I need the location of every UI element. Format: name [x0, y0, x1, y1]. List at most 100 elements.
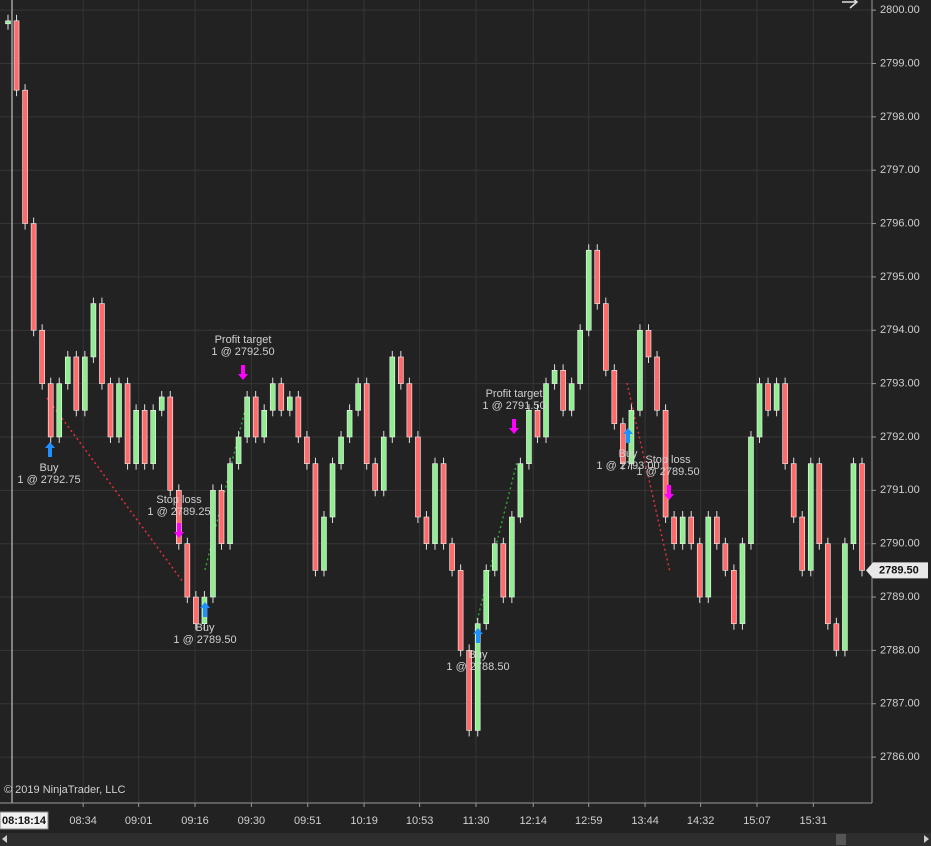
trade-line	[475, 461, 518, 626]
price-bar	[278, 383, 285, 411]
y-tick-label: 2799.00	[880, 57, 920, 69]
price-tag-label: 2789.50	[879, 564, 919, 576]
price-bar	[90, 303, 97, 358]
scroll-right[interactable]	[924, 835, 929, 843]
time-box	[0, 811, 49, 830]
price-bar	[176, 490, 182, 544]
price-bar	[449, 543, 455, 571]
price-bar	[304, 436, 310, 464]
y-tick-label: 2794.00	[880, 324, 920, 336]
price-bar	[116, 383, 122, 438]
time-box-text: 08:18:14	[2, 815, 47, 827]
annotation-detail: 1 @ 2789.50	[636, 466, 699, 478]
price-bar	[150, 410, 156, 464]
price-bar	[363, 383, 370, 464]
x-tick-label: 11:30	[463, 815, 490, 827]
price-bar	[645, 329, 652, 358]
y-tick-label: 2786.00	[880, 751, 920, 763]
y-tick-label: 2787.00	[880, 698, 920, 710]
y-tick-label: 2792.00	[880, 431, 920, 443]
price-bar	[235, 436, 242, 464]
y-tick-label: 2790.00	[880, 538, 920, 550]
price-bar	[850, 463, 857, 544]
price-bar	[73, 356, 80, 411]
price-bar	[312, 463, 319, 571]
trade-lines	[46, 382, 671, 626]
price-bar	[731, 570, 737, 625]
price-bar	[799, 516, 806, 571]
price-bar	[440, 463, 447, 544]
price-bar	[833, 623, 840, 651]
buy-arrow	[45, 442, 55, 457]
price-bar	[389, 356, 396, 438]
sell-arrow	[174, 523, 184, 538]
scrollbar[interactable]	[0, 833, 931, 846]
price-bar	[739, 543, 746, 625]
price-bar	[5, 20, 11, 25]
price-bar	[696, 543, 703, 598]
x-tick-label: 09:30	[238, 815, 266, 827]
price-bar	[816, 463, 823, 544]
y-tick-label: 2800.00	[880, 4, 920, 16]
price-bar	[756, 383, 763, 438]
price-bar	[338, 436, 344, 464]
price-bar	[466, 650, 472, 731]
price-bar	[406, 383, 413, 438]
price-bar	[184, 543, 191, 598]
trade-line	[626, 382, 671, 573]
sell-arrow	[238, 365, 248, 380]
price-bar	[560, 369, 566, 411]
y-tick-label: 2798.00	[880, 111, 920, 123]
annotation-label: Profit target	[215, 334, 272, 346]
price-bar	[261, 410, 268, 438]
x-tick-label: 15:07	[743, 815, 771, 827]
annotation-label: Stop loss	[645, 454, 691, 466]
y-tick-label: 2796.00	[880, 217, 920, 229]
x-tick-label: 10:53	[406, 815, 434, 827]
annotation-label: Profit target	[486, 388, 543, 400]
price-bar	[594, 249, 601, 304]
annotation-detail: 1 @ 2789.25	[147, 506, 210, 518]
x-tick-label: 10:19	[350, 815, 378, 827]
price-bar	[620, 423, 626, 464]
price-bar	[13, 20, 20, 91]
price-bar	[688, 516, 695, 544]
annotation-label: Buy	[469, 649, 488, 661]
price-bar	[372, 463, 379, 491]
x-tick-label: 12:14	[519, 815, 547, 827]
y-tick-label: 2797.00	[880, 164, 920, 176]
scroll-left[interactable]	[2, 835, 7, 843]
price-bar	[64, 356, 71, 384]
y-tick-label: 2791.00	[880, 484, 920, 496]
price-bar	[210, 490, 216, 598]
price-bar	[423, 516, 430, 544]
buy-arrow	[200, 602, 210, 617]
price-bar	[551, 369, 558, 384]
price-bar	[534, 410, 541, 438]
annotation-detail: 1 @ 2792.50	[211, 346, 274, 358]
trade-line	[46, 397, 184, 583]
price-bar	[790, 463, 797, 518]
price-bar	[611, 369, 618, 424]
price-bar	[654, 356, 660, 411]
price-bar	[577, 329, 583, 384]
price-bar	[722, 543, 729, 571]
expand-icon[interactable]	[842, 0, 859, 9]
price-bar	[568, 383, 575, 411]
x-tick-label: 13:44	[631, 815, 659, 827]
price-bar	[782, 383, 788, 464]
price-bar	[355, 383, 361, 411]
annotation-label: Stop loss	[156, 494, 202, 506]
annotation-label: Buy	[40, 462, 59, 474]
price-bar	[637, 329, 643, 411]
scroll-thumb[interactable]	[836, 834, 846, 845]
price-bar	[807, 463, 814, 571]
bars	[5, 14, 865, 737]
price-bar	[398, 356, 404, 384]
price-bar	[585, 249, 592, 331]
sell-arrow	[664, 485, 674, 500]
price-bar	[825, 543, 831, 625]
price-bar	[39, 329, 45, 384]
price-bar	[244, 396, 250, 438]
